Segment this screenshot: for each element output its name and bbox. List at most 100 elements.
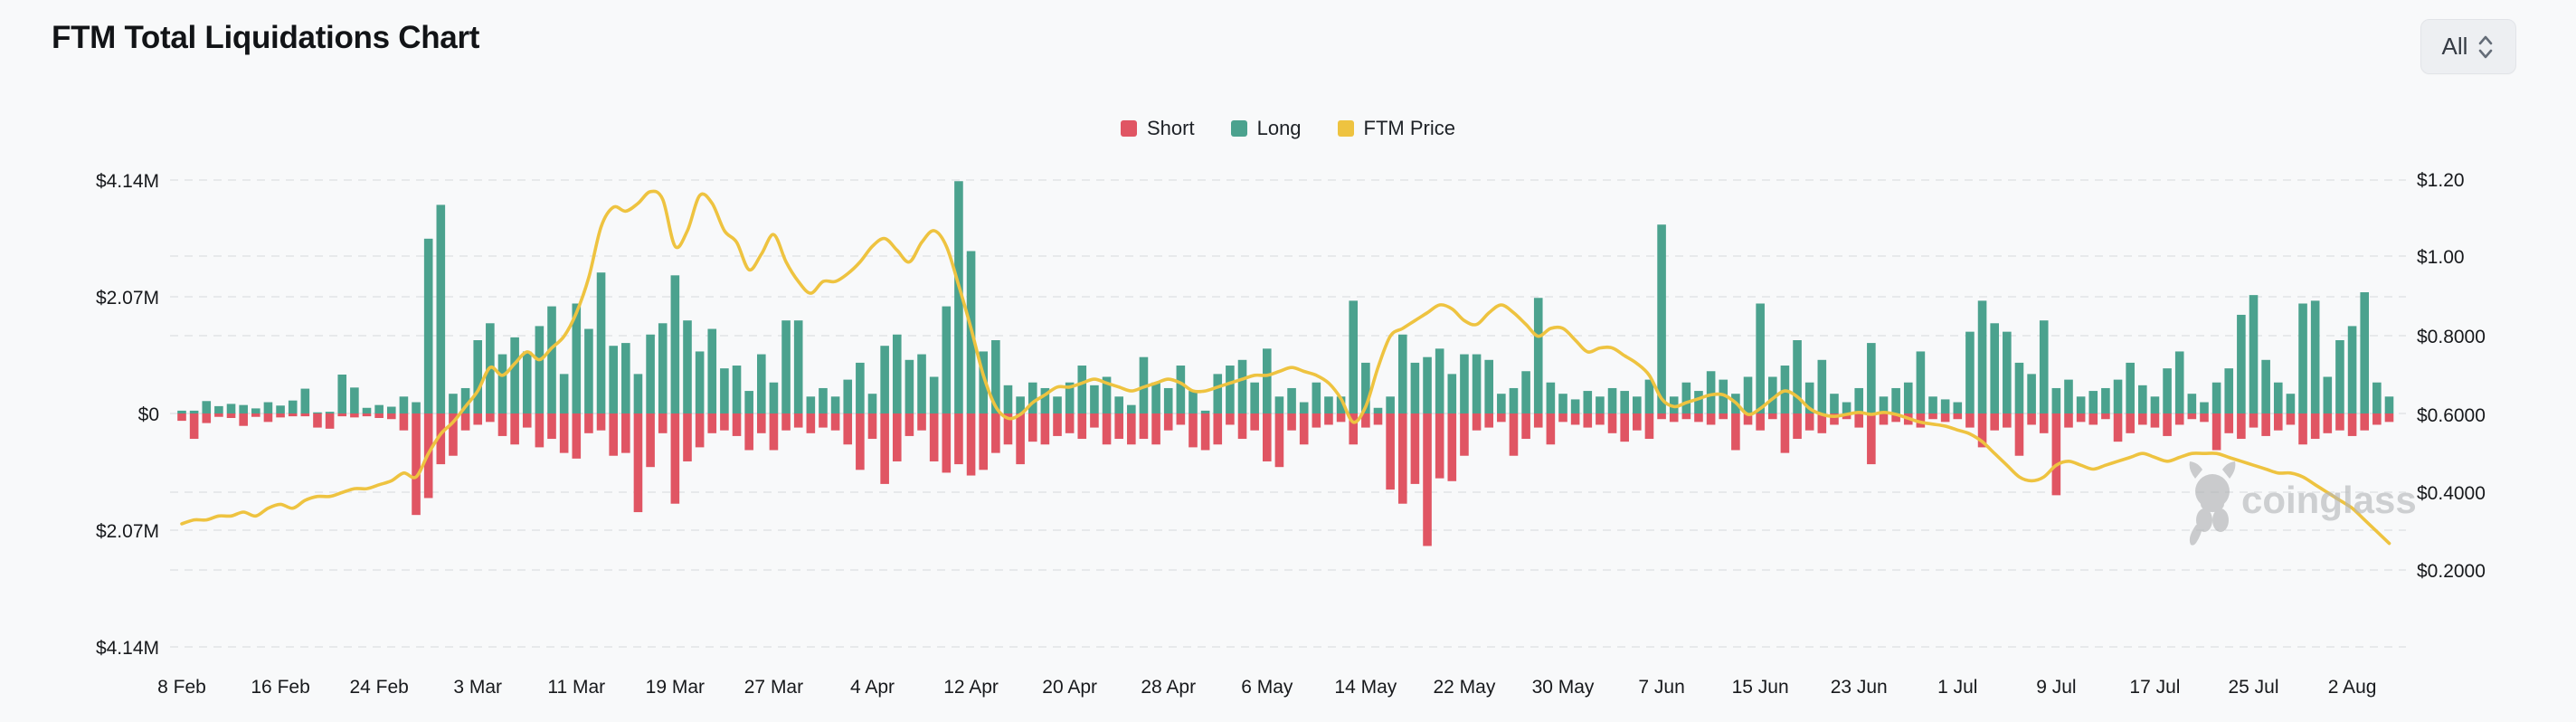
short-bar (1299, 413, 1309, 445)
short-bar (1472, 413, 1482, 431)
range-select-value: All (2441, 33, 2468, 60)
legend-item-price[interactable]: FTM Price (1337, 117, 1455, 140)
long-bar (1903, 382, 1913, 413)
short-bar (1607, 413, 1617, 433)
legend-item-short[interactable]: Short (1121, 117, 1195, 140)
short-bar (991, 413, 1000, 453)
long-bar (1842, 402, 1852, 413)
short-bar (1743, 413, 1753, 425)
long-bar (1497, 394, 1506, 413)
short-bar (251, 413, 260, 417)
long-bar (1928, 396, 1937, 413)
short-bar (522, 413, 532, 428)
long-bar (449, 394, 458, 413)
long-bar (596, 272, 606, 413)
long-bar (2003, 331, 2012, 413)
long-bar (1151, 382, 1160, 413)
long-bar (2027, 374, 2036, 413)
long-bar (720, 368, 729, 413)
long-swatch-icon (1230, 120, 1247, 137)
short-bar (2347, 413, 2357, 436)
short-bar (1990, 413, 1999, 431)
long-bar (1361, 362, 1370, 413)
short-bar (917, 413, 926, 431)
short-bar (1003, 413, 1013, 445)
long-bar (1484, 359, 1494, 413)
short-bar (1644, 413, 1654, 440)
short-bar (1842, 413, 1852, 420)
right-axis-tick-label: $1.20 (2417, 170, 2465, 191)
short-bar (547, 413, 556, 440)
long-bar (1743, 376, 1753, 413)
short-bar (2372, 413, 2382, 425)
short-bar (1521, 413, 1530, 440)
chart-legend: Short Long FTM Price (0, 117, 2576, 140)
x-axis-tick-label: 14 May (1334, 677, 1397, 698)
long-bar (806, 396, 816, 413)
short-bar (2286, 413, 2296, 425)
long-bar (843, 379, 853, 413)
x-axis-tick-label: 16 Feb (251, 677, 309, 698)
short-bar (670, 413, 680, 504)
long-bar (954, 181, 963, 413)
short-bar (288, 413, 298, 417)
legend-item-long[interactable]: Long (1230, 117, 1302, 140)
short-bar (2088, 413, 2098, 425)
long-bar (1028, 382, 1037, 413)
x-axis-tick-label: 3 Mar (453, 677, 502, 698)
range-select[interactable]: All (2420, 19, 2516, 74)
right-axis-tick-label: $0.8000 (2417, 327, 2486, 347)
short-bar (202, 413, 212, 423)
long-bar (2187, 394, 2197, 413)
long-bar (695, 351, 705, 413)
short-bar (830, 413, 840, 431)
left-axis-tick-label: $4.14M (96, 638, 159, 659)
long-bar (2384, 396, 2394, 413)
long-bar (1226, 366, 1235, 413)
short-bar (584, 413, 593, 433)
short-bar (1151, 413, 1160, 445)
long-bar (1767, 376, 1777, 413)
long-bar (1706, 371, 1716, 413)
long-bar (769, 382, 779, 413)
long-bar (1053, 396, 1062, 413)
long-bar (412, 402, 421, 413)
short-bar (1891, 413, 1900, 423)
x-axis-tick-label: 12 Apr (943, 677, 999, 698)
long-bar (744, 391, 753, 413)
short-bar (1793, 413, 1802, 440)
long-bar (300, 388, 310, 413)
short-bar (1324, 413, 1333, 425)
short-bar (535, 413, 545, 448)
long-bar (1694, 391, 1703, 413)
short-bar (1237, 413, 1247, 440)
x-axis-tick-label: 17 Jul (2129, 677, 2180, 698)
short-bar (2076, 413, 2086, 423)
long-bar (276, 405, 285, 413)
long-bar (1189, 391, 1198, 413)
legend-label-short: Short (1147, 117, 1195, 139)
long-bar (1139, 356, 1149, 413)
x-axis-tick-label: 6 May (1241, 677, 1293, 698)
long-bar (819, 387, 828, 413)
short-bar (1163, 413, 1173, 431)
right-axis-tick-label: $1.00 (2417, 247, 2465, 268)
long-bar (1003, 385, 1013, 413)
left-axis-tick-label: $0 (138, 404, 159, 425)
short-bar (1397, 413, 1407, 504)
long-bar (2126, 362, 2135, 413)
short-bar (1731, 413, 1740, 451)
short-bar (769, 413, 779, 451)
right-axis-tick-label: $0.4000 (2417, 483, 2486, 504)
long-bar (263, 402, 273, 413)
short-bar (1127, 413, 1136, 445)
long-bar (1237, 359, 1247, 413)
long-bar (1423, 356, 1432, 413)
long-bar (1176, 366, 1186, 413)
short-bar (732, 413, 742, 436)
long-bar (917, 354, 926, 413)
short-bar (497, 413, 507, 436)
long-bar (1090, 385, 1099, 413)
x-axis-tick-label: 1 Jul (1937, 677, 1977, 698)
